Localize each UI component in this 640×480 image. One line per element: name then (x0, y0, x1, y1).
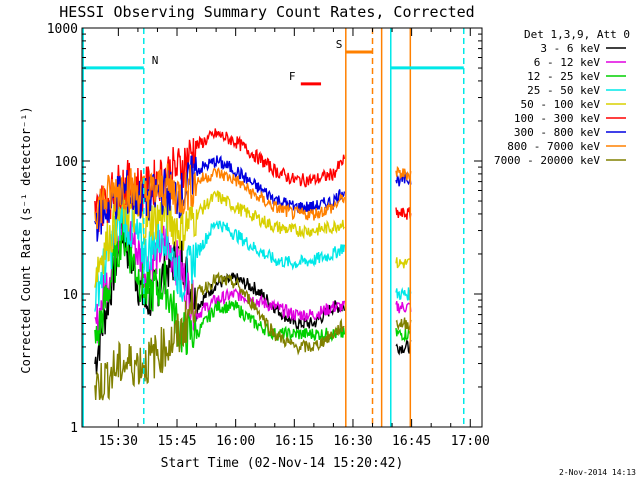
x-axis: 15:30 15:45 16:00 16:15 16:30 16:45 17:00 (99, 28, 490, 449)
y-axis: 1 10 100 1000 (47, 22, 482, 436)
y-tick-label: 10 (62, 288, 78, 303)
legend-entry-label: 6 - 12 keV (534, 56, 601, 69)
flag-layer: N S F (82, 28, 465, 427)
series-line (395, 287, 412, 301)
series-line (395, 257, 412, 269)
flag-label: F (289, 70, 296, 83)
series-line (395, 339, 412, 356)
legend-entry-label: 25 - 50 keV (527, 84, 600, 97)
series-line (395, 328, 411, 343)
legend-entry-label: 100 - 300 keV (514, 112, 600, 125)
series-line (94, 211, 346, 356)
plot-frame (81, 27, 483, 428)
series-line (94, 271, 345, 401)
x-tick-label: 16:15 (275, 434, 314, 449)
legend-entry-label: 50 - 100 keV (521, 98, 601, 111)
y-axis-label: Corrected Count Rate (s⁻¹ detector⁻¹) (19, 106, 33, 373)
legend-entry-label: 7000 - 20000 keV (494, 154, 600, 167)
footer-timestamp: 2-Nov-2014 14:13 (559, 468, 636, 477)
series-line (94, 163, 346, 230)
x-tick-label: 15:30 (99, 434, 138, 449)
series-line (94, 202, 346, 312)
y-tick-label: 1 (70, 421, 78, 436)
y-tick-label: 100 (55, 155, 78, 170)
legend-entry-label: 300 - 800 keV (514, 126, 600, 139)
legend-title: Det 1,3,9, Att 0 (524, 28, 630, 41)
x-tick-label: 15:45 (157, 434, 196, 449)
series-line (94, 128, 346, 233)
x-tick-label: 16:30 (333, 434, 372, 449)
x-axis-label: Start Time (02-Nov-14 15:20:42) (161, 456, 404, 471)
legend-entry-label: 3 - 6 keV (540, 42, 600, 55)
series-line (395, 301, 412, 314)
series-line (94, 202, 346, 344)
y-tick-label: 1000 (47, 22, 78, 37)
flag-label: N (152, 54, 159, 67)
flag-label: S (336, 38, 343, 51)
chart-title: HESSI Observing Summary Count Rates, Cor… (59, 3, 474, 21)
x-tick-label: 17:00 (451, 434, 490, 449)
series-line (395, 207, 412, 220)
series-line (395, 165, 412, 181)
legend-entry-label: 800 - 7000 keV (507, 140, 600, 153)
series-line (94, 155, 346, 242)
series-layer (94, 128, 412, 401)
x-tick-label: 16:45 (392, 434, 431, 449)
legend-entry-label: 12 - 25 keV (527, 70, 600, 83)
series-line (395, 317, 412, 331)
x-tick-label: 16:00 (216, 434, 255, 449)
